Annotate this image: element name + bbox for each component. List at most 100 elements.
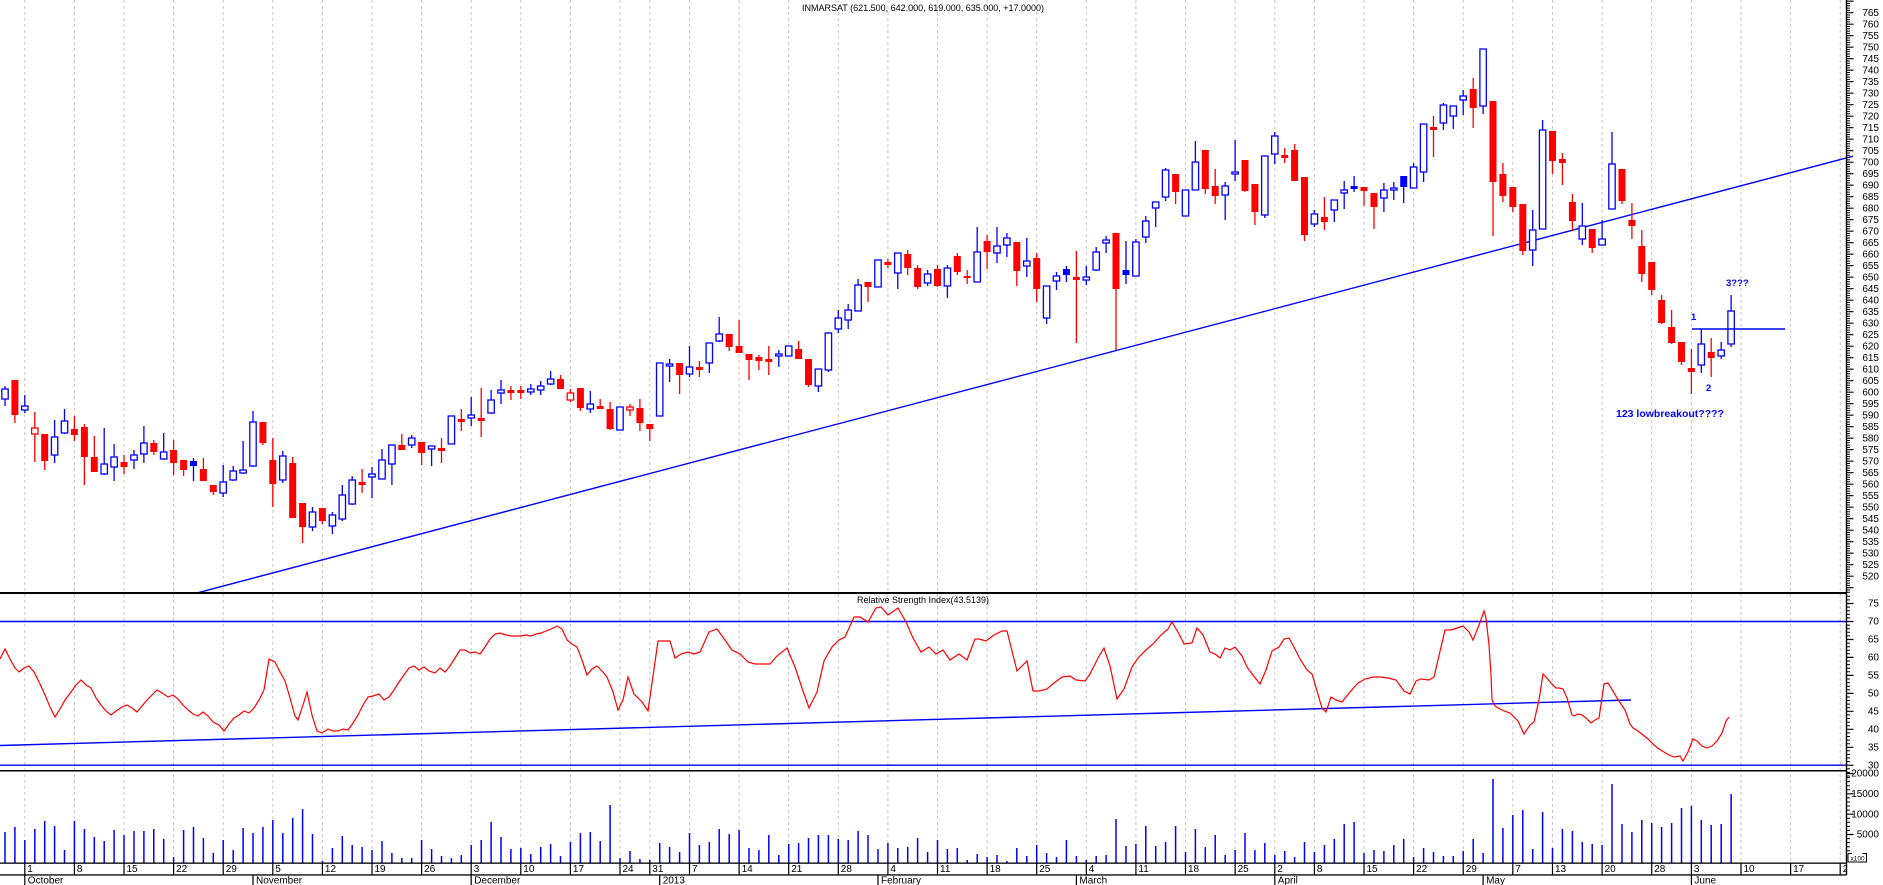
svg-text:10: 10 [523,864,535,875]
svg-text:45: 45 [1868,707,1880,718]
svg-text:545: 545 [1862,514,1879,525]
svg-text:60: 60 [1868,653,1880,664]
svg-text:740: 740 [1862,65,1879,76]
svg-text:520: 520 [1862,571,1879,582]
svg-text:715: 715 [1862,123,1879,134]
svg-text:28: 28 [841,864,853,875]
svg-text:5000: 5000 [1857,830,1880,841]
svg-text:December: December [474,876,521,885]
svg-text:24: 24 [1843,864,1855,875]
svg-text:18: 18 [990,864,1002,875]
svg-text:4: 4 [1089,864,1095,875]
svg-text:35: 35 [1868,743,1880,754]
svg-text:3???: 3??? [1726,278,1749,289]
svg-text:70: 70 [1868,617,1880,628]
svg-text:2: 2 [1277,864,1283,875]
svg-text:650: 650 [1862,272,1879,283]
svg-text:40: 40 [1868,725,1880,736]
svg-text:655: 655 [1862,261,1879,272]
svg-text:760: 760 [1862,19,1879,30]
svg-text:680: 680 [1862,203,1879,214]
svg-text:685: 685 [1862,192,1879,203]
svg-text:8: 8 [77,864,83,875]
svg-text:7: 7 [692,864,698,875]
svg-text:605: 605 [1862,376,1879,387]
svg-text:635: 635 [1862,307,1879,318]
svg-text:2013: 2013 [663,876,686,885]
svg-text:19: 19 [375,864,387,875]
svg-text:2: 2 [1706,383,1711,394]
svg-text:695: 695 [1862,169,1879,180]
svg-text:x100: x100 [1851,856,1865,863]
svg-text:530: 530 [1862,548,1879,559]
svg-text:April: April [1278,876,1298,885]
svg-text:1: 1 [1691,312,1697,323]
svg-text:725: 725 [1862,100,1879,111]
svg-text:26: 26 [424,864,436,875]
svg-text:29: 29 [226,864,238,875]
svg-text:705: 705 [1862,146,1879,157]
svg-text:17: 17 [573,864,585,875]
svg-text:3: 3 [474,864,480,875]
svg-text:18: 18 [1188,864,1200,875]
svg-text:123 lowbreakout????: 123 lowbreakout???? [1616,408,1724,420]
svg-text:700: 700 [1862,157,1879,168]
svg-text:570: 570 [1862,456,1879,467]
svg-text:610: 610 [1862,364,1879,375]
svg-text:640: 640 [1862,295,1879,306]
svg-text:14: 14 [742,864,754,875]
svg-text:October: October [28,876,64,885]
svg-text:615: 615 [1862,353,1879,364]
svg-text:540: 540 [1862,525,1879,536]
svg-text:5: 5 [275,864,281,875]
svg-text:550: 550 [1862,502,1879,513]
svg-text:May: May [1486,876,1505,885]
svg-text:555: 555 [1862,491,1879,502]
svg-text:25: 25 [1039,864,1051,875]
svg-text:580: 580 [1862,433,1879,444]
svg-text:755: 755 [1862,31,1879,42]
svg-text:Relative Strength Index(43.513: Relative Strength Index(43.5139) [857,595,989,605]
svg-text:7: 7 [1515,864,1521,875]
svg-text:55: 55 [1868,671,1880,682]
svg-text:15: 15 [127,864,139,875]
svg-text:645: 645 [1862,284,1879,295]
svg-text:765: 765 [1862,8,1879,19]
svg-text:29: 29 [1466,864,1478,875]
svg-text:750: 750 [1862,42,1879,53]
svg-text:585: 585 [1862,422,1879,433]
svg-text:625: 625 [1862,330,1879,341]
svg-text:10: 10 [1744,864,1756,875]
svg-text:660: 660 [1862,249,1879,260]
svg-text:15000: 15000 [1851,789,1879,800]
svg-text:8: 8 [1317,864,1323,875]
svg-text:1: 1 [27,864,33,875]
svg-text:4: 4 [890,864,896,875]
svg-text:March: March [1079,876,1107,885]
svg-text:25: 25 [1238,864,1250,875]
svg-text:20000: 20000 [1851,769,1879,780]
svg-text:575: 575 [1862,445,1879,456]
svg-text:15: 15 [1367,864,1379,875]
svg-text:10000: 10000 [1851,809,1879,820]
svg-text:665: 665 [1862,238,1879,249]
svg-text:22: 22 [176,864,188,875]
svg-text:20: 20 [1605,864,1617,875]
svg-text:565: 565 [1862,468,1879,479]
svg-text:670: 670 [1862,226,1879,237]
svg-text:24: 24 [623,864,635,875]
svg-text:525: 525 [1862,560,1879,571]
svg-text:620: 620 [1862,341,1879,352]
svg-text:600: 600 [1862,387,1879,398]
svg-text:630: 630 [1862,318,1879,329]
svg-text:65: 65 [1868,635,1880,646]
svg-text:735: 735 [1862,77,1879,88]
svg-text:21: 21 [791,864,803,875]
svg-text:30: 30 [1868,760,1880,771]
svg-text:690: 690 [1862,180,1879,191]
svg-text:February: February [881,876,921,885]
svg-text:745: 745 [1862,54,1879,65]
svg-text:31: 31 [652,864,664,875]
svg-text:INMARSAT (621.500, 642.000, 61: INMARSAT (621.500, 642.000, 619.000, 635… [802,3,1044,13]
svg-text:22: 22 [1416,864,1428,875]
